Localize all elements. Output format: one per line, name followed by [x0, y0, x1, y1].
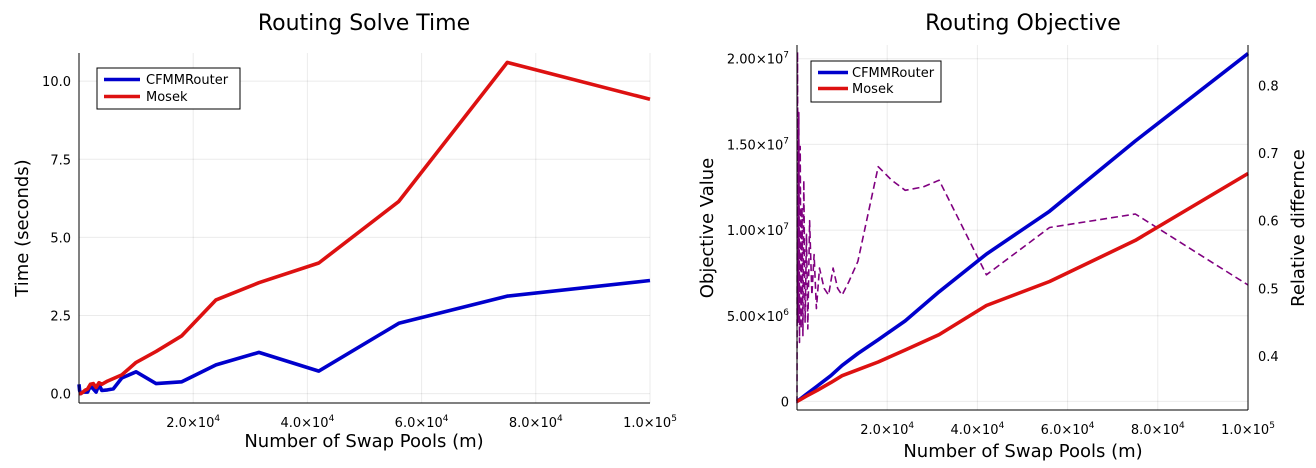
series-line-cfmmrouter [77, 278, 651, 396]
y2-tick-label: 0.4 [1258, 350, 1279, 365]
x-tick-label: 2.0×104 [860, 421, 914, 438]
legend: CFMMRouter Mosek [96, 67, 241, 110]
y-tick-labels: 0.0 2.5 5.0 7.5 10.0 [42, 75, 71, 403]
legend: CFMMRouter Mosek [810, 60, 942, 103]
legend-box [96, 67, 241, 110]
y2-axis-label: Relative differnce [1288, 149, 1309, 307]
x-tick-labels: 2.0×104 4.0×104 6.0×104 8.0×104 1.0×105 [860, 421, 1275, 438]
x-tick-label: 1.0×105 [623, 414, 677, 431]
legend-label-mosek: Mosek [146, 90, 188, 105]
y-tick-label: 0 [781, 395, 789, 410]
series-lines [77, 60, 651, 396]
y-tick-labels: 0 5.00×106 1.00×107 1.50×107 2.00×107 [727, 51, 789, 411]
series-line-mosek [796, 171, 1249, 403]
y2-tick-label: 0.5 [1258, 282, 1279, 297]
x-axis-label: Number of Swap Pools (m) [244, 431, 483, 452]
y2-tick-label: 0.8 [1258, 80, 1279, 95]
x-tick-label: 4.0×104 [950, 421, 1004, 438]
chart-title: Routing Solve Time [258, 11, 470, 36]
y-tick-label: 5.0 [50, 231, 71, 246]
legend-label-mosek: Mosek [852, 82, 894, 97]
y-tick-label: 7.5 [50, 153, 71, 168]
y2-tick-labels: 0.4 0.5 0.6 0.7 0.8 [1258, 80, 1279, 365]
y-tick-label: 1.50×107 [727, 136, 789, 153]
x-axis-label: Number of Swap Pools (m) [903, 441, 1142, 462]
x-tick-label: 6.0×104 [395, 414, 449, 431]
chart-title: Routing Objective [925, 11, 1121, 36]
y2-tick-label: 0.6 [1258, 215, 1279, 230]
x-tick-label: 2.0×104 [166, 414, 220, 431]
series-line-mosek [78, 60, 651, 396]
legend-box [810, 60, 942, 103]
legend-label-cfmmrouter: CFMMRouter [852, 66, 935, 81]
x-tick-labels: 2.0×104 4.0×104 6.0×104 8.0×104 1.0×105 [166, 414, 677, 431]
legend-label-cfmmrouter: CFMMRouter [146, 73, 229, 88]
y-tick-label: 2.00×107 [727, 51, 789, 68]
y-tick-label: 5.00×106 [727, 308, 789, 325]
y-tick-label: 10.0 [42, 75, 71, 90]
series-lines [795, 50, 1250, 404]
y-tick-label: 1.00×107 [727, 222, 789, 239]
objective-chart: Routing Objective 2.0×104 4.0×104 6.0×104 8… [697, 11, 1309, 462]
y-axis-label: Time (seconds) [12, 159, 33, 297]
x-tick-label: 8.0×104 [1131, 421, 1185, 438]
series-line-relative-differnce [796, 50, 1249, 404]
grid [79, 53, 651, 403]
x-tick-label: 6.0×104 [1041, 421, 1095, 438]
y2-tick-label: 0.7 [1258, 147, 1279, 162]
y-tick-label: 0.0 [50, 388, 71, 403]
solve-time-chart: Routing Solve Time 2.0×104 4.0×104 6.0×104… [12, 11, 677, 452]
x-tick-label: 4.0×104 [280, 414, 334, 431]
x-tick-label: 1.0×105 [1221, 421, 1275, 438]
x-tick-label: 8.0×104 [509, 414, 563, 431]
series-line-cfmmrouter [795, 52, 1250, 403]
y-axis-label: Objective Value [697, 158, 718, 299]
y-tick-label: 2.5 [50, 310, 71, 325]
